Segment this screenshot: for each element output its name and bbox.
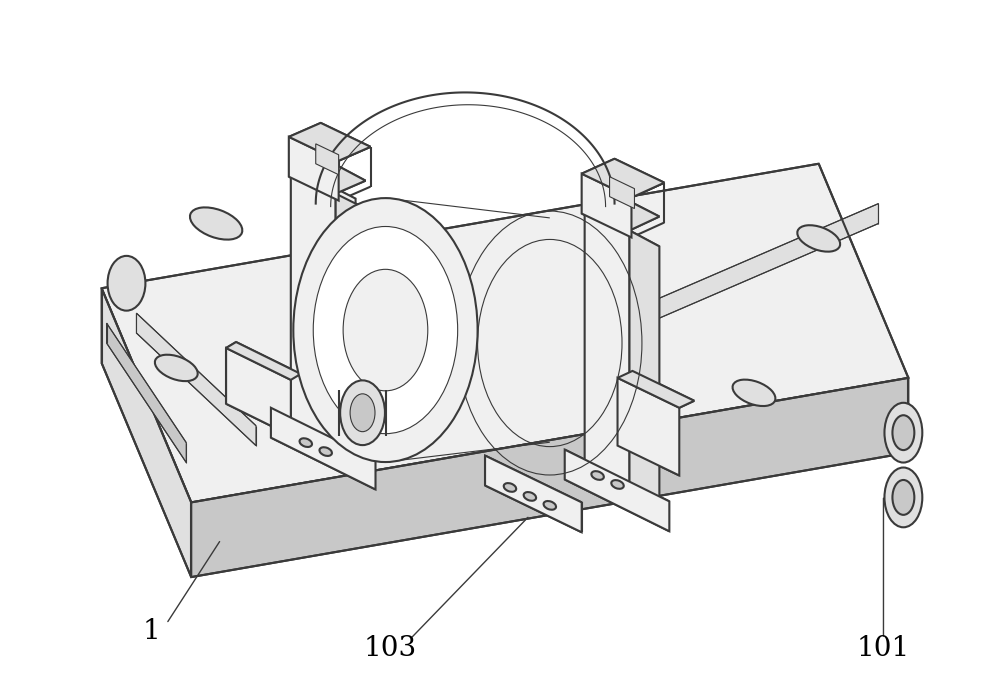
Ellipse shape: [884, 468, 922, 527]
Text: 101: 101: [857, 635, 910, 662]
Ellipse shape: [190, 207, 242, 239]
Ellipse shape: [300, 438, 312, 447]
Polygon shape: [271, 408, 375, 489]
Ellipse shape: [544, 501, 556, 510]
Ellipse shape: [733, 380, 775, 406]
Polygon shape: [226, 348, 291, 436]
Ellipse shape: [350, 394, 375, 431]
Polygon shape: [585, 193, 659, 230]
Polygon shape: [102, 288, 191, 577]
Polygon shape: [582, 158, 664, 198]
Text: 1: 1: [143, 618, 160, 646]
Ellipse shape: [343, 269, 428, 391]
Ellipse shape: [155, 355, 198, 381]
Ellipse shape: [611, 480, 624, 489]
Ellipse shape: [797, 225, 840, 252]
Polygon shape: [610, 177, 634, 209]
Ellipse shape: [892, 480, 914, 515]
Ellipse shape: [591, 471, 604, 480]
Polygon shape: [618, 371, 694, 408]
Ellipse shape: [108, 256, 145, 311]
Polygon shape: [191, 378, 908, 577]
Polygon shape: [321, 181, 356, 461]
Polygon shape: [136, 313, 256, 445]
Polygon shape: [316, 144, 339, 174]
Ellipse shape: [319, 447, 332, 456]
Polygon shape: [289, 137, 339, 200]
Polygon shape: [336, 193, 366, 470]
Polygon shape: [291, 171, 336, 456]
Ellipse shape: [293, 198, 478, 462]
Polygon shape: [291, 157, 366, 193]
Ellipse shape: [524, 492, 536, 500]
Polygon shape: [659, 204, 878, 318]
Polygon shape: [226, 342, 301, 380]
Text: 103: 103: [364, 635, 417, 662]
Polygon shape: [107, 323, 186, 463]
Polygon shape: [629, 230, 659, 512]
Polygon shape: [289, 123, 371, 161]
Ellipse shape: [892, 415, 914, 450]
Ellipse shape: [504, 483, 516, 492]
Ellipse shape: [340, 380, 385, 445]
Polygon shape: [485, 456, 582, 533]
Polygon shape: [102, 164, 908, 503]
Polygon shape: [565, 450, 669, 531]
Ellipse shape: [884, 403, 922, 463]
Polygon shape: [585, 207, 629, 498]
Ellipse shape: [313, 226, 458, 433]
Polygon shape: [582, 174, 631, 237]
Polygon shape: [618, 378, 679, 475]
